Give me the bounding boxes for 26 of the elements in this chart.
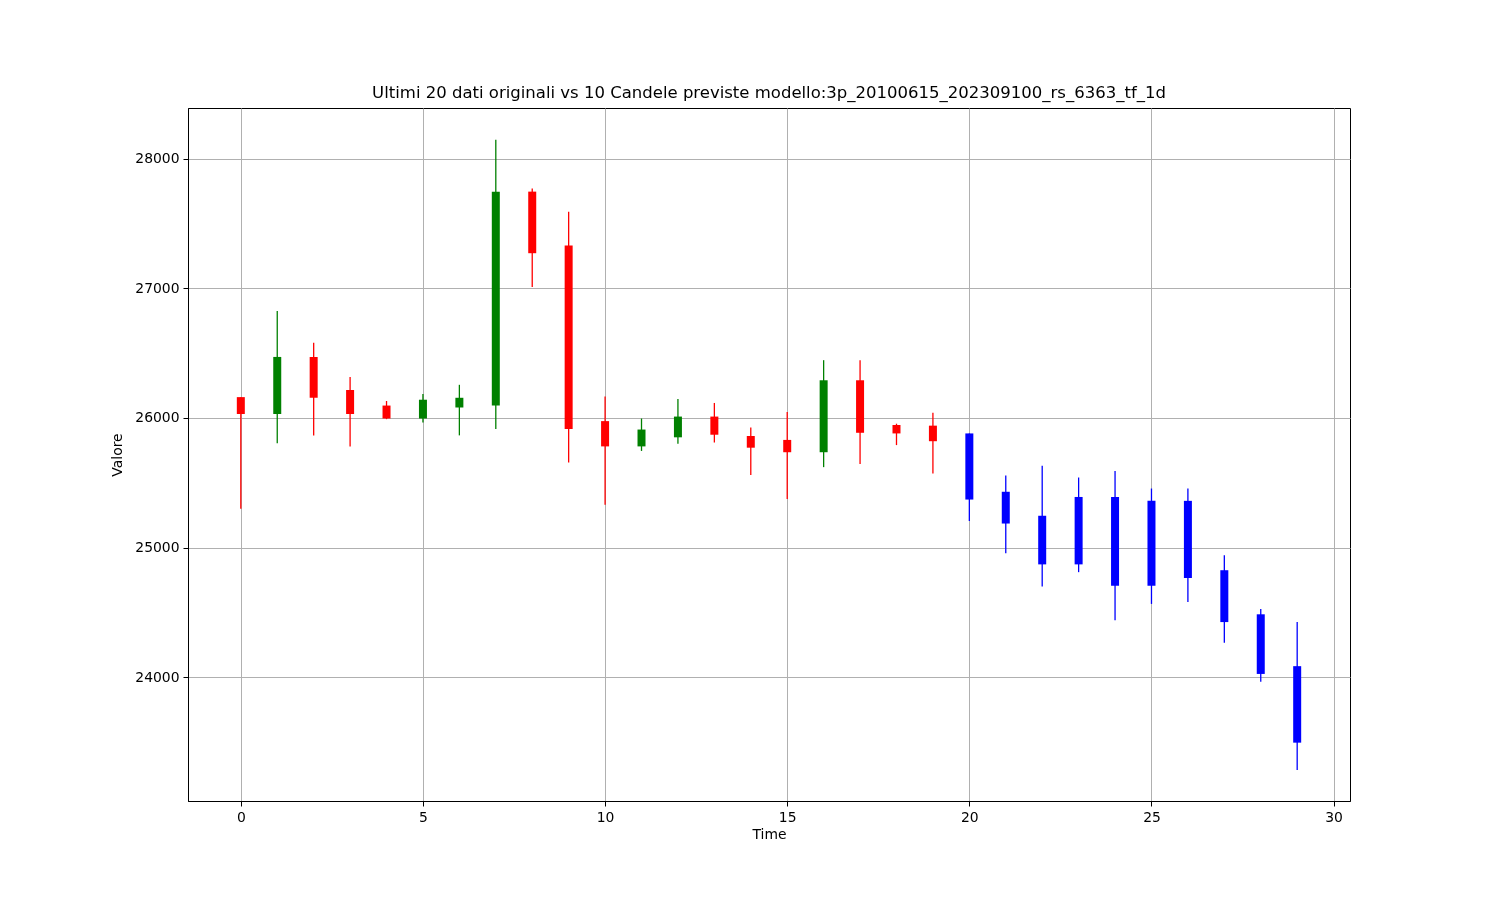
y-axis-title: Valore bbox=[109, 433, 126, 477]
candlestick bbox=[346, 376, 355, 448]
x-tick-label: 10 bbox=[596, 808, 615, 825]
y-tick-label: 27000 bbox=[135, 279, 180, 296]
y-tick-label: 28000 bbox=[135, 150, 180, 167]
candlestick bbox=[783, 411, 792, 500]
candlestick bbox=[236, 396, 245, 510]
candlestick bbox=[892, 423, 901, 446]
x-tick-label: 5 bbox=[419, 808, 428, 825]
candlestick bbox=[746, 426, 755, 476]
y-tick-label: 26000 bbox=[135, 409, 180, 426]
chart-title: Ultimi 20 dati originali vs 10 Candele previste modello:3p_20100615_202309100_rs_6363_tf_1d bbox=[372, 82, 1166, 103]
candlestick bbox=[673, 398, 682, 445]
y-tick-label: 24000 bbox=[135, 668, 180, 685]
candlestick bbox=[637, 417, 646, 452]
x-tick-label: 20 bbox=[961, 808, 979, 825]
y-tick-label: 25000 bbox=[135, 539, 180, 556]
x-tick-label: 15 bbox=[778, 808, 797, 825]
x-tick-label: 0 bbox=[236, 808, 246, 825]
candlestick bbox=[710, 402, 719, 444]
candlestick bbox=[928, 412, 937, 475]
x-tick-label: 25 bbox=[1143, 808, 1161, 825]
x-tick-label: 30 bbox=[1325, 808, 1343, 825]
candlestick bbox=[455, 384, 464, 437]
candlestick bbox=[418, 393, 427, 424]
x-axis-title: Time bbox=[751, 826, 787, 843]
